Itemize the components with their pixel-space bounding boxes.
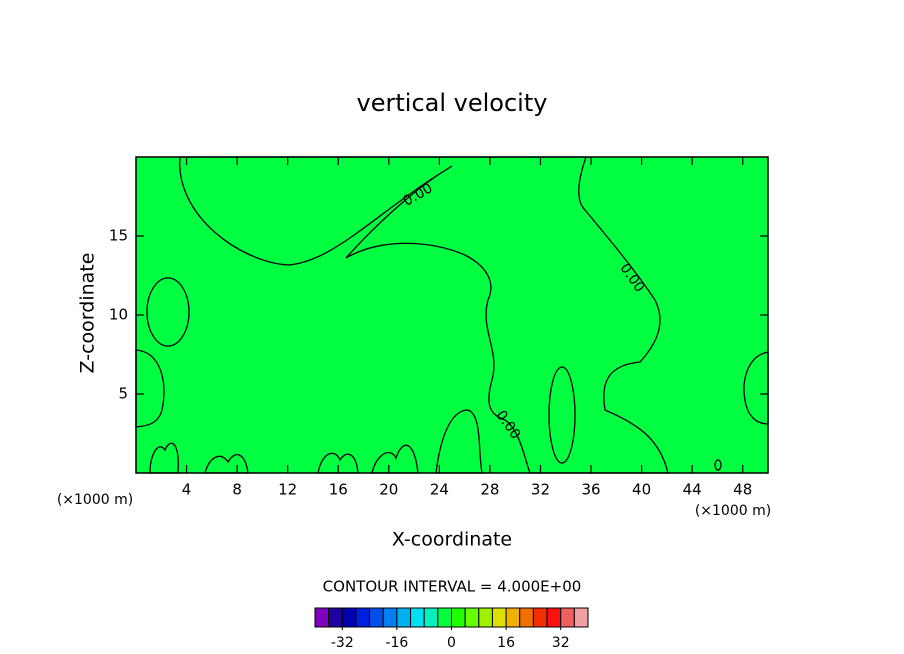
colorbar-box	[546, 607, 562, 628]
colorbar-tick-label: 16	[497, 635, 515, 651]
colorbar-box	[369, 607, 384, 628]
x-tick-label: 28	[480, 481, 499, 499]
contour-region	[743, 351, 769, 425]
colorbar-box	[478, 607, 493, 628]
x-tick-label: 20	[379, 481, 398, 499]
contour-interval: CONTOUR INTERVAL = 4.000E+00	[323, 578, 582, 596]
colorbar-box	[423, 607, 439, 628]
colorbar-box	[328, 607, 343, 628]
contour-field	[135, 156, 769, 474]
y-tick-label: 5	[118, 385, 128, 403]
y-axis-label: Z-coordinate	[77, 253, 99, 374]
y-tick-label: 15	[109, 227, 128, 245]
colorbar-box	[314, 607, 330, 628]
colorbar-tick-label: -32	[331, 635, 354, 651]
colorbar-box	[560, 607, 575, 628]
colorbar-tick-label: 32	[552, 635, 570, 651]
contour-region	[317, 452, 359, 474]
colorbar-box	[491, 607, 507, 628]
contour-region	[149, 442, 179, 474]
x-tick-label: 48	[733, 481, 752, 499]
x-tick-label: 44	[683, 481, 702, 499]
contour-region	[179, 156, 669, 474]
colorbar-box	[396, 607, 412, 628]
colorbar-box	[532, 607, 548, 628]
colorbar-box	[355, 607, 371, 628]
contour-region	[135, 349, 165, 428]
contour-region	[371, 444, 419, 474]
contour-region	[146, 277, 190, 347]
x-tick-label: 16	[329, 481, 348, 499]
colorbar-box	[464, 607, 480, 628]
x-unit-label: (×1000 m)	[695, 503, 771, 519]
contour-region	[204, 454, 249, 474]
contour-region	[548, 366, 576, 464]
colorbar-box	[505, 607, 521, 628]
y-tick-label: 10	[109, 306, 128, 324]
chart-title: vertical velocity	[357, 89, 548, 117]
colorbar-box	[341, 607, 357, 628]
x-tick-label: 32	[531, 481, 550, 499]
colorbar-tick-label: 0	[447, 635, 456, 651]
colorbar-box	[382, 607, 398, 628]
contour-region	[435, 409, 483, 474]
x-tick-label: 24	[430, 481, 449, 499]
x-tick-label: 40	[632, 481, 651, 499]
colorbar-tick-label: -16	[385, 635, 408, 651]
x-tick-label: 4	[182, 481, 192, 499]
x-unit-label: (×1000 m)	[57, 492, 133, 508]
x-tick-label: 36	[581, 481, 600, 499]
colorbar-box	[573, 607, 589, 628]
x-tick-label: 8	[232, 481, 242, 499]
contour-region	[714, 459, 722, 471]
field-background	[136, 157, 768, 473]
colorbar-box	[519, 607, 534, 628]
colorbar-box	[437, 607, 453, 628]
colorbar-box	[451, 607, 466, 628]
x-axis-label: X-coordinate	[392, 529, 512, 551]
x-tick-label: 12	[278, 481, 297, 499]
colorbar-box	[410, 607, 425, 628]
